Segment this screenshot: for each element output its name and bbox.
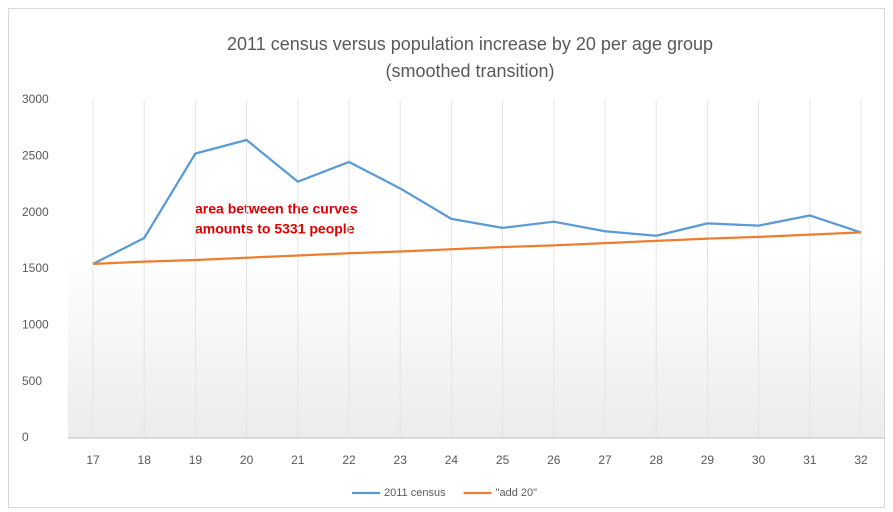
legend-label: "add 20" — [496, 487, 538, 499]
x-tick-label: 23 — [394, 453, 408, 467]
x-tick-label: 18 — [138, 453, 152, 467]
x-tick-label: 20 — [240, 453, 254, 467]
y-tick-label: 3000 — [22, 92, 49, 106]
x-tick-label: 26 — [547, 453, 561, 467]
x-tick-label: 32 — [854, 453, 868, 467]
x-tick-label: 31 — [803, 453, 817, 467]
legend-item: "add 20" — [463, 487, 538, 499]
x-tick-label: 22 — [342, 453, 356, 467]
x-tick-label: 21 — [291, 453, 305, 467]
legend-label: 2011 census — [384, 487, 446, 499]
y-tick-label: 2500 — [22, 149, 49, 163]
x-tick-label: 30 — [752, 453, 766, 467]
y-tick-label: 2000 — [22, 205, 49, 219]
line-series — [92, 231, 862, 266]
chart-subtitle: (smoothed transition) — [385, 61, 554, 81]
x-tick-label: 27 — [598, 453, 612, 467]
y-tick-label: 1500 — [22, 261, 49, 275]
legend-item: 2011 census — [352, 487, 446, 499]
chart-title: 2011 census versus population increase b… — [227, 34, 713, 54]
y-tick-label: 500 — [22, 374, 42, 388]
annotation: area between the curves — [195, 201, 358, 217]
x-tick-label: 28 — [650, 453, 664, 467]
x-tick-label: 24 — [445, 453, 459, 467]
line-series — [92, 138, 862, 265]
annotation: amounts to 5331 people — [195, 221, 355, 237]
x-tick-label: 17 — [86, 453, 100, 467]
x-tick-label: 19 — [189, 453, 203, 467]
x-tick-label: 29 — [701, 453, 715, 467]
x-tick-label: 25 — [496, 453, 510, 467]
y-tick-label: 1000 — [22, 318, 49, 332]
y-tick-label: 0 — [22, 430, 29, 444]
plot-area — [68, 100, 884, 438]
